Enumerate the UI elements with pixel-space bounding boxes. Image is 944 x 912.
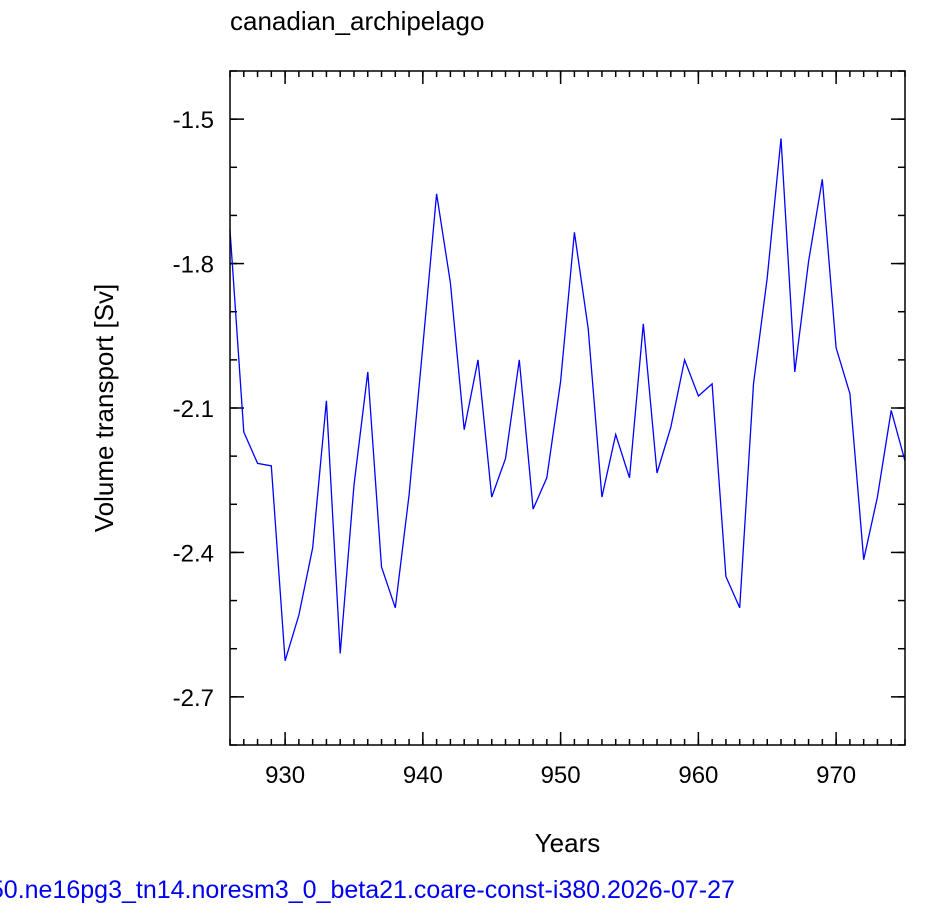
tick-marks	[229, 70, 906, 746]
plot-frame	[229, 70, 906, 746]
series-line	[229, 138, 906, 661]
y-axis-label: Volume transport [Sv]	[89, 284, 119, 533]
footer-caption: 850.ne16pg3_tn14.noresm3_0_beta21.coare-…	[0, 876, 735, 904]
x-tick-label: 950	[541, 762, 581, 789]
y-tick-label: -1.8	[173, 252, 214, 279]
y-tick-label: -2.7	[173, 685, 214, 712]
x-tick-label: 960	[678, 762, 718, 789]
y-tick-label: -1.5	[173, 107, 214, 134]
chart-title: canadian_archipelago	[230, 6, 484, 36]
tick-labels: 930 940 950 960 970 -1.5 -1.8 -2.1 -2.4 -2.7	[173, 107, 857, 789]
y-tick-label: -2.4	[173, 540, 214, 567]
x-axis-label: Years	[535, 828, 601, 858]
y-tick-label: -2.1	[173, 396, 214, 423]
x-tick-label: 930	[265, 762, 305, 789]
x-tick-label: 970	[816, 762, 856, 789]
line-chart: canadian_archipelago 930 940 950 960 970 -1.5…	[89, 6, 906, 858]
x-tick-label: 940	[403, 762, 443, 789]
